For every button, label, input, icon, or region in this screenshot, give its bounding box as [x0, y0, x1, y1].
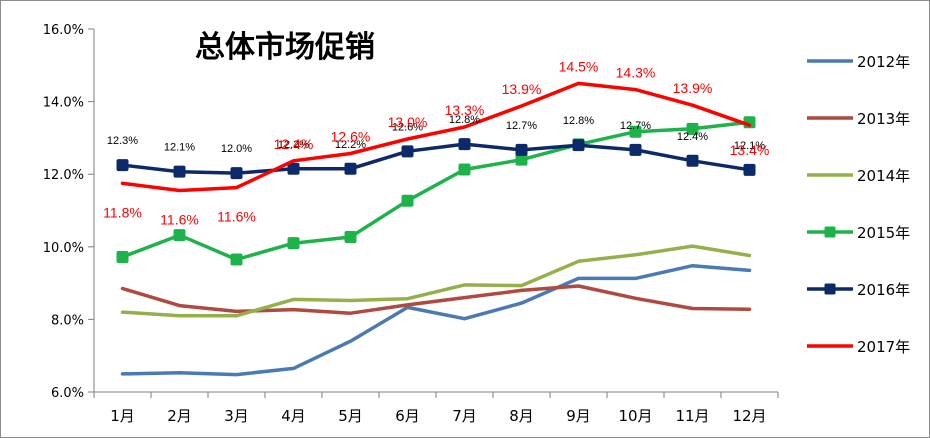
data-label-2016: 12.8%: [449, 114, 480, 126]
data-label-2017: 13.9%: [502, 81, 542, 97]
series-line: [120, 284, 752, 315]
series-5: [116, 138, 756, 180]
data-label-2017: 14.3%: [616, 65, 656, 81]
x-tick-label: 7月: [452, 407, 477, 425]
legend-item: 2012年: [807, 53, 910, 71]
data-point: [458, 163, 471, 176]
data-label-2016: 12.8%: [563, 115, 594, 127]
series-4: [116, 116, 756, 266]
data-point: [572, 139, 585, 152]
x-tick-label: 8月: [509, 407, 534, 425]
data-point: [629, 143, 642, 156]
data-label-2017: 14.5%: [559, 58, 599, 74]
data-label-2016: 12.0%: [221, 143, 252, 155]
series-line: [120, 81, 752, 193]
x-tick-label: 10月: [618, 407, 652, 425]
series-line: [120, 120, 752, 262]
data-point: [287, 237, 300, 250]
x-tick-label: 12月: [732, 407, 766, 425]
data-label-2016: 12.3%: [107, 135, 138, 147]
legend-label: 2017年: [857, 338, 910, 356]
data-point: [116, 250, 129, 263]
legend-marker: [824, 283, 836, 295]
series-1: [120, 263, 752, 377]
data-point: [401, 194, 414, 207]
legend-item: 2017年: [807, 338, 910, 356]
data-label-2017: 11.8%: [103, 204, 142, 220]
data-label-2017: 11.6%: [160, 212, 199, 228]
series-3: [120, 244, 752, 318]
data-label-2017: 13.3%: [445, 102, 485, 118]
data-point: [515, 143, 528, 156]
y-tick-label: 12.0%: [43, 168, 84, 183]
y-tick-label: 14.0%: [43, 96, 84, 111]
legend-marker: [824, 226, 836, 238]
legend-label: 2013年: [857, 110, 910, 128]
series-line: [120, 244, 752, 318]
data-point: [230, 167, 243, 180]
legend-label: 2014年: [857, 167, 910, 185]
data-point: [401, 145, 414, 158]
series-2: [120, 284, 752, 315]
data-point: [287, 162, 300, 175]
y-tick-label: 16.0%: [43, 23, 84, 38]
x-tick-label: 11月: [675, 407, 709, 425]
series-layer: [116, 81, 756, 377]
legend-item: 2015年: [807, 224, 910, 242]
axes: 6.0% 8.0% 10.0% 12.0% 14.0% 16.0% 1月 2月 3月 4月 5月 6月…: [43, 23, 779, 425]
data-point: [743, 163, 756, 176]
data-label-2017: 12.4%: [274, 136, 314, 152]
x-tick-label: 4月: [281, 407, 306, 425]
data-point: [686, 122, 699, 135]
x-tick-label: 6月: [395, 407, 420, 425]
data-label-2016: 12.1%: [734, 140, 765, 152]
x-tick-label: 9月: [566, 407, 591, 425]
x-tick-label: 5月: [338, 407, 363, 425]
data-label-2016: 12.7%: [620, 120, 651, 132]
y-tick-label: 6.0%: [51, 386, 84, 401]
data-label-2016: 12.2%: [335, 139, 366, 151]
data-label-2016: 12.6%: [392, 121, 423, 133]
x-tick-label: 1月: [110, 407, 135, 425]
y-tick-label: 10.0%: [43, 241, 84, 256]
data-point: [344, 230, 357, 243]
x-tick-label: 3月: [224, 407, 249, 425]
data-point: [173, 229, 186, 242]
data-point: [344, 162, 357, 175]
data-point: [686, 154, 699, 167]
legend-item: 2014年: [807, 167, 910, 185]
series-6: [120, 81, 752, 193]
data-point: [230, 253, 243, 266]
y-tick-label: 8.0%: [51, 313, 84, 328]
data-label-2016: 12.4%: [677, 131, 708, 143]
data-label-2017: 11.6%: [217, 209, 256, 225]
data-label-2017: 12.6%: [331, 129, 371, 145]
data-label-2016: 12.7%: [506, 120, 537, 132]
data-label-2017: 13.9%: [673, 80, 713, 96]
legend-item: 2016年: [807, 281, 910, 299]
data-point: [629, 125, 642, 138]
legend-label: 2016年: [857, 281, 910, 299]
x-tick-label: 2月: [167, 407, 192, 425]
data-label-2017: 13.0%: [388, 114, 428, 130]
data-label-2016: 12.1%: [164, 142, 195, 154]
data-labels: 12.3%12.1% 12.0% 12.2% 12.2%12.6%12.8% 12.7%…: [103, 58, 769, 227]
data-point: [173, 165, 186, 178]
data-label-2017: 13.4%: [730, 142, 770, 158]
data-point: [458, 138, 471, 151]
series-line: [120, 263, 752, 377]
chart-title: 总体市场促销: [195, 30, 375, 65]
series-line: [120, 142, 752, 175]
legend-label: 2012年: [857, 53, 910, 71]
legend-label: 2015年: [857, 224, 910, 242]
data-label-2016: 12.2%: [278, 139, 309, 151]
data-point: [116, 159, 129, 172]
legend-item: 2013年: [807, 110, 910, 128]
legend: 2012年 2013年 2014年 2015年 2016年 2017年: [807, 53, 910, 356]
